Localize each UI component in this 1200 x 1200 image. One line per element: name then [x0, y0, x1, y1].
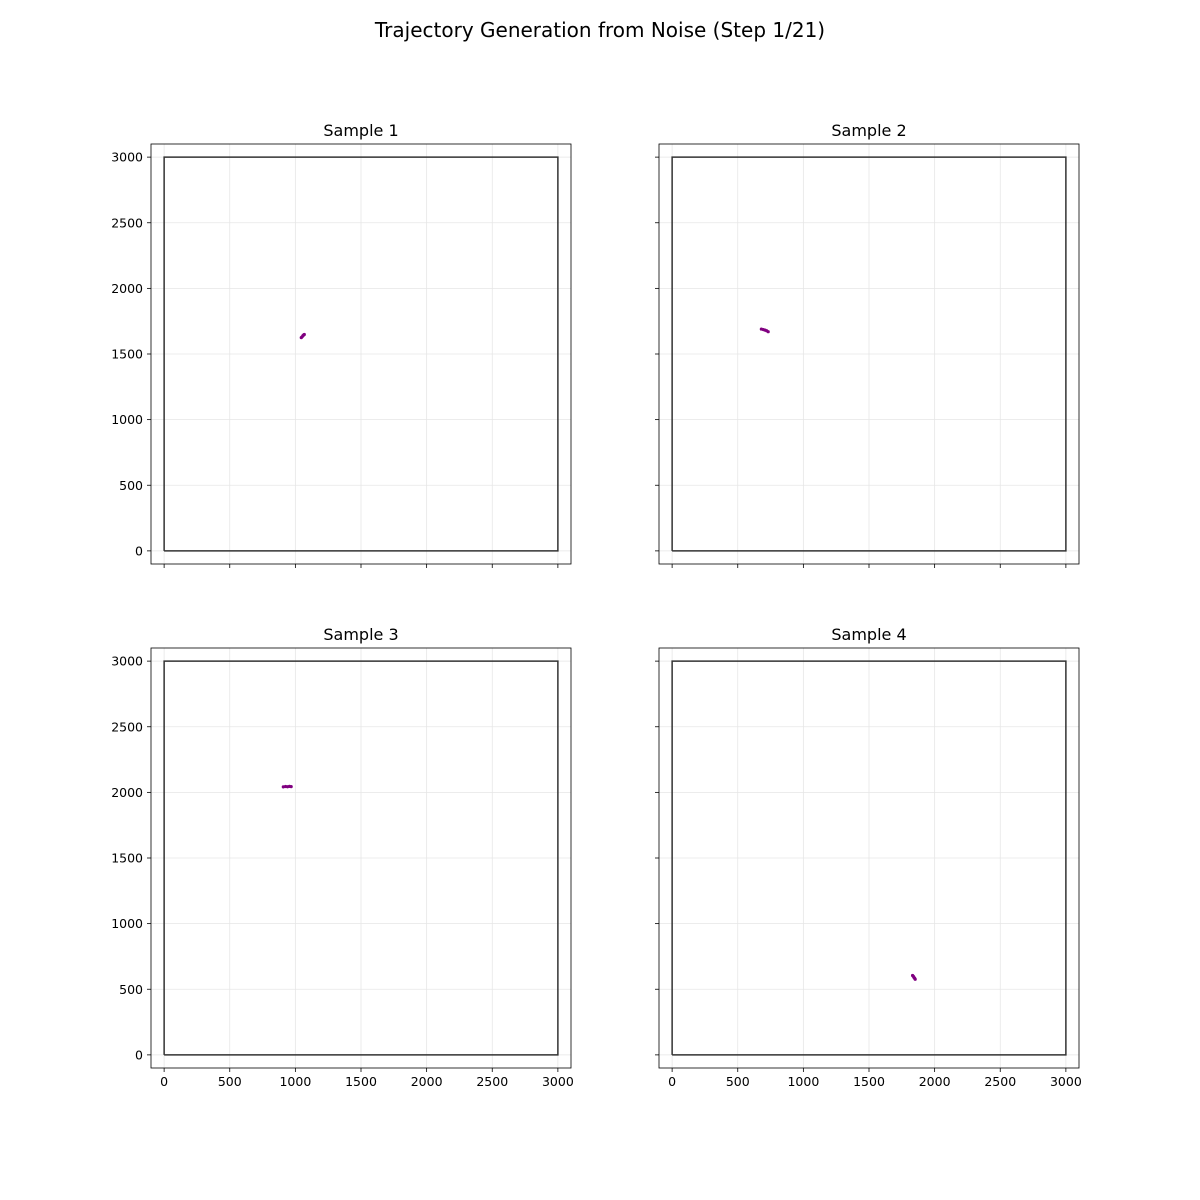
- x-tick-label: 500: [726, 1074, 750, 1089]
- x-tick-label: 1500: [345, 1074, 377, 1089]
- subplot-title: Sample 1: [323, 121, 398, 140]
- subplot-title: Sample 3: [323, 625, 398, 644]
- y-tick-label: 0: [135, 543, 143, 558]
- boundary-line: [671, 660, 1067, 1056]
- figure-title: Trajectory Generation from Noise (Step 1…: [374, 18, 826, 42]
- x-tick-label: 3000: [1050, 1074, 1082, 1089]
- boundary-line: [163, 156, 559, 552]
- y-tick-label: 2000: [111, 281, 143, 296]
- boundary-line: [671, 156, 1067, 552]
- y-tick-label: 2500: [111, 215, 143, 230]
- y-tick-label: 1500: [111, 851, 143, 866]
- y-tick-label: 1000: [111, 412, 143, 427]
- trajectory-point: [766, 330, 770, 334]
- x-tick-label: 0: [668, 1074, 676, 1089]
- subplot-3: 0 500 1000 1500 2000 2500 3000 0 500 1000 1500 2000…: [111, 625, 574, 1089]
- subplot-title: Sample 4: [831, 625, 906, 644]
- trajectory-point: [302, 332, 306, 337]
- x-tick-label: 500: [218, 1074, 242, 1089]
- x-tick-label: 2500: [984, 1074, 1016, 1089]
- subplot-2: Sample 2: [655, 121, 1080, 568]
- y-tick-label: 2500: [111, 719, 143, 734]
- y-tick-label: 500: [119, 478, 143, 493]
- y-tick-label: 1500: [111, 347, 143, 362]
- y-tick-label: 1000: [111, 916, 143, 931]
- y-tick-label: 3000: [111, 654, 143, 669]
- y-tick-label: 3000: [111, 150, 143, 165]
- subplot-1: 0 500 1000 1500 2000 2500 3000 Sample 1: [111, 121, 572, 568]
- trajectory-point: [289, 785, 293, 789]
- x-tick-label: 3000: [542, 1074, 574, 1089]
- y-tick-label: 0: [135, 1047, 143, 1062]
- x-tick-label: 1000: [279, 1074, 311, 1089]
- subplot-title: Sample 2: [831, 121, 906, 140]
- y-tick-label: 2000: [111, 785, 143, 800]
- x-tick-label: 0: [160, 1074, 168, 1089]
- boundary-line: [163, 660, 559, 1056]
- x-tick-label: 2000: [919, 1074, 951, 1089]
- x-tick-label: 1500: [853, 1074, 885, 1089]
- subplot-4: 0 500 1000 1500 2000 2500 3000 Sample 4: [655, 625, 1082, 1089]
- x-tick-label: 2500: [476, 1074, 508, 1089]
- x-tick-label: 2000: [411, 1074, 443, 1089]
- trajectory-point: [913, 977, 917, 981]
- x-tick-label: 1000: [787, 1074, 819, 1089]
- y-tick-label: 500: [119, 982, 143, 997]
